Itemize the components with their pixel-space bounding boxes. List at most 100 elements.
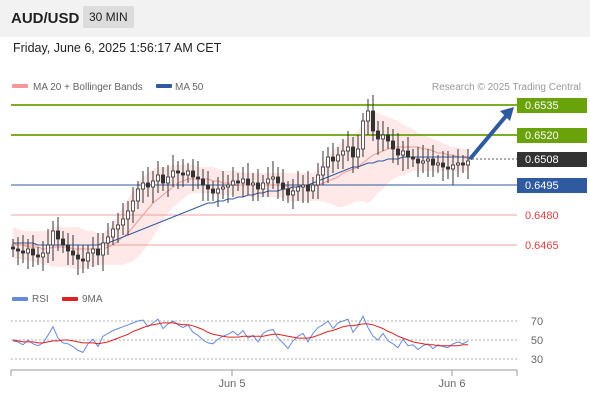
x-tick-label-jun6: Jun 6	[439, 378, 466, 390]
candle-body	[220, 186, 225, 190]
level-tags: 0.6535 0.6520 0.6508 0.6495 0.6480 0.6465	[517, 98, 587, 252]
forecast-arrow	[468, 107, 514, 161]
candle-body	[415, 158, 420, 164]
candle-body	[445, 166, 450, 170]
candle-body	[410, 156, 415, 160]
candle-body	[71, 250, 76, 256]
candle-body	[325, 156, 330, 168]
timeframe-button[interactable]: 30 MIN	[83, 6, 134, 28]
candle-body	[56, 230, 61, 240]
candle-body	[190, 170, 195, 178]
arrow-shaft	[468, 114, 508, 161]
level-tag-0.6495	[517, 178, 587, 193]
level-label-0.6480: 0.6480	[525, 210, 559, 222]
candle-body	[10, 246, 15, 250]
candle-body	[450, 164, 455, 170]
level-label-0.6495: 0.6495	[525, 180, 559, 192]
levels-group	[11, 104, 517, 246]
candle-body	[175, 170, 180, 174]
candle-body	[400, 150, 405, 156]
candle-body	[116, 224, 121, 230]
level-label-0.6465: 0.6465	[525, 240, 559, 252]
rsi-ma-line	[12, 322, 468, 347]
candle-body	[81, 258, 86, 262]
candle-body	[15, 248, 20, 252]
candle-body	[150, 180, 155, 188]
candle-body	[91, 248, 96, 254]
datetime-label: Friday, June 6, 2025 1:56:17 AM CET	[13, 41, 222, 55]
candle-body	[145, 182, 150, 188]
candle-body	[295, 186, 300, 192]
candle-body	[300, 184, 305, 188]
candle-body	[225, 184, 230, 188]
level-label-0.6520: 0.6520	[525, 130, 559, 142]
candle-body	[235, 180, 240, 184]
legend-9ma-label: 9MA	[82, 294, 103, 305]
candle-body	[185, 170, 190, 176]
candle-body	[86, 252, 91, 262]
arrow-head	[500, 107, 514, 121]
legend-rsi-label: RSI	[32, 294, 49, 305]
candle-body	[340, 150, 345, 156]
legend-ma50-label: MA 50	[175, 82, 204, 93]
candle-body	[285, 188, 290, 196]
candle-body	[245, 178, 250, 186]
candle-body	[440, 162, 445, 168]
candle-body	[365, 110, 370, 122]
candle-body	[61, 238, 66, 246]
candle-body	[370, 110, 375, 132]
candle-body	[200, 178, 205, 186]
candle-body	[290, 190, 295, 196]
candle-body	[360, 120, 365, 150]
candle-body	[76, 254, 81, 260]
candle-body	[280, 182, 285, 190]
candle-body	[96, 248, 101, 256]
candle-body	[420, 160, 425, 164]
candle-body	[320, 166, 325, 176]
candle-body	[305, 184, 310, 192]
rsi-panel: 70 50 30	[11, 315, 543, 366]
candle-body	[101, 242, 106, 256]
candle-body	[260, 182, 265, 190]
candle-body	[230, 180, 235, 186]
rsi-tick-50: 50	[531, 335, 543, 347]
rsi-line	[12, 315, 469, 354]
candle-body	[126, 210, 131, 220]
candle-body	[345, 146, 350, 152]
candle-body	[250, 182, 255, 186]
x-tick-label-jun5: Jun 5	[219, 378, 246, 390]
candle-body	[210, 188, 215, 194]
credit-text: Research © 2025 Trading Central	[432, 82, 581, 93]
candle-body	[30, 248, 35, 256]
candle-body	[205, 184, 210, 190]
candle-body	[20, 250, 25, 254]
rsi-tick-30: 30	[531, 354, 543, 366]
ma50-line	[13, 156, 468, 246]
candle-body	[25, 248, 30, 254]
candle-body	[130, 200, 135, 212]
candle-body	[350, 146, 355, 158]
candle-body	[195, 176, 200, 180]
candle-body	[160, 174, 165, 184]
candle-body	[165, 176, 170, 184]
candle-body	[121, 218, 126, 226]
legend-bb-swatch	[12, 84, 28, 88]
candle-body	[240, 178, 245, 184]
candle-body	[385, 134, 390, 142]
candle-body	[455, 162, 460, 166]
candle-body	[106, 236, 111, 244]
candle-body	[315, 174, 320, 186]
candle-body	[430, 158, 435, 166]
level-tag-0.6508	[517, 152, 587, 167]
rsi-tick-70: 70	[531, 316, 543, 328]
candle-body	[390, 140, 395, 150]
candle-body	[460, 162, 465, 166]
candle-body	[111, 228, 116, 238]
symbol-label: AUD/USD	[11, 10, 80, 27]
candles-group	[10, 95, 470, 275]
legend-rsi-swatch	[12, 297, 28, 301]
candle-body	[51, 230, 56, 246]
level-tag-0.6535	[517, 98, 587, 113]
candle-body	[135, 188, 140, 202]
